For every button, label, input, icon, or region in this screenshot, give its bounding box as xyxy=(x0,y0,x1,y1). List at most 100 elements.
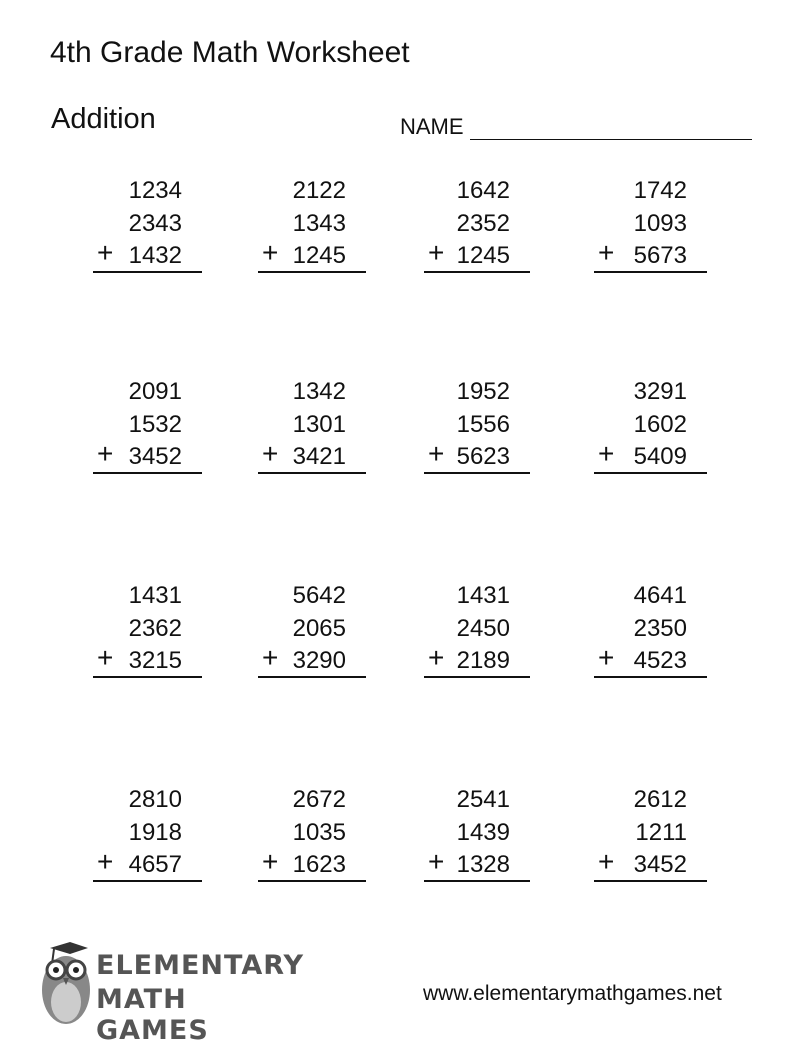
addition-problem: 1642 2352 +1245 xyxy=(424,174,530,273)
plus-sign: + xyxy=(598,642,615,673)
addend-2: 1602 xyxy=(633,411,687,438)
addend-3: 3290 xyxy=(292,647,346,674)
addend-2: 1439 xyxy=(456,819,510,846)
logo-line2: MATH GAMES xyxy=(96,984,209,1046)
addend-3: 3215 xyxy=(128,647,182,674)
addend-2: 2065 xyxy=(292,615,346,642)
addend-1: 1952 xyxy=(456,378,510,405)
addition-problem: 5642 2065 +3290 xyxy=(258,579,366,678)
addend-1: 2122 xyxy=(292,177,346,204)
addend-3: 1432 xyxy=(128,242,182,269)
addition-problem: 1234 2343 +1432 xyxy=(93,174,202,273)
addend-2: 1556 xyxy=(456,411,510,438)
addend-3: 5409 xyxy=(633,443,687,470)
addend-1: 1431 xyxy=(456,582,510,609)
addend-2: 2352 xyxy=(456,210,510,237)
addend-2: 1301 xyxy=(292,411,346,438)
addition-problem: 2541 1439 +1328 xyxy=(424,783,530,882)
plus-sign: + xyxy=(428,237,445,268)
answer-line: +2189 xyxy=(424,642,530,678)
logo: ELEMENTARY MATH GAMES xyxy=(34,940,303,1046)
plus-sign: + xyxy=(428,642,445,673)
answer-line: +4657 xyxy=(93,846,202,882)
addend-3: 5623 xyxy=(456,443,510,470)
answer-line: +3421 xyxy=(258,438,366,474)
addend-1: 1642 xyxy=(456,177,510,204)
addend-1: 2091 xyxy=(128,378,182,405)
addition-problem: 1431 2450 +2189 xyxy=(424,579,530,678)
addition-problem: 2122 1343 +1245 xyxy=(258,174,366,273)
answer-line: +5623 xyxy=(424,438,530,474)
addition-problem: 1952 1556 +5623 xyxy=(424,375,530,474)
addition-problem: 2091 1532 +3452 xyxy=(93,375,202,474)
plus-sign: + xyxy=(262,846,279,877)
addend-2: 1918 xyxy=(128,819,182,846)
plus-sign: + xyxy=(97,846,114,877)
answer-line: +1328 xyxy=(424,846,530,882)
addend-1: 2672 xyxy=(292,786,346,813)
addition-problem: 1431 2362 +3215 xyxy=(93,579,202,678)
plus-sign: + xyxy=(428,846,445,877)
plus-sign: + xyxy=(598,237,615,268)
addend-2: 1343 xyxy=(292,210,346,237)
addend-3: 3421 xyxy=(292,443,346,470)
addend-2: 1035 xyxy=(292,819,346,846)
addend-3: 1623 xyxy=(292,851,346,878)
addition-problem: 2810 1918 +4657 xyxy=(93,783,202,882)
website-link[interactable]: www.elementarymathgames.net xyxy=(423,982,722,1005)
plus-sign: + xyxy=(97,438,114,469)
addend-2: 1532 xyxy=(128,411,182,438)
addition-problem: 2672 1035 +1623 xyxy=(258,783,366,882)
answer-line: +3452 xyxy=(93,438,202,474)
addend-2: 2450 xyxy=(456,615,510,642)
answer-line: +3452 xyxy=(594,846,707,882)
addition-problem: 4641 2350 +4523 xyxy=(594,579,707,678)
answer-line: +5673 xyxy=(594,237,707,273)
addend-3: 1245 xyxy=(456,242,510,269)
addition-problem: 1342 1301 +3421 xyxy=(258,375,366,474)
page-title: 4th Grade Math Worksheet xyxy=(50,36,410,69)
addend-1: 3291 xyxy=(633,378,687,405)
addend-2: 2362 xyxy=(128,615,182,642)
answer-line: +3290 xyxy=(258,642,366,678)
owl-icon xyxy=(42,942,90,1024)
addend-1: 2612 xyxy=(633,786,687,813)
answer-line: +3215 xyxy=(93,642,202,678)
answer-line: +1245 xyxy=(424,237,530,273)
plus-sign: + xyxy=(428,438,445,469)
plus-sign: + xyxy=(598,438,615,469)
addend-1: 5642 xyxy=(292,582,346,609)
addend-3: 2189 xyxy=(456,647,510,674)
addend-1: 2541 xyxy=(456,786,510,813)
addend-3: 3452 xyxy=(128,443,182,470)
addend-3: 1245 xyxy=(292,242,346,269)
addend-1: 1342 xyxy=(292,378,346,405)
plus-sign: + xyxy=(97,237,114,268)
answer-line: +1623 xyxy=(258,846,366,882)
addend-1: 1742 xyxy=(633,177,687,204)
addend-3: 5673 xyxy=(633,242,687,269)
addend-2: 2350 xyxy=(633,615,687,642)
addend-1: 4641 xyxy=(633,582,687,609)
addend-3: 4657 xyxy=(128,851,182,878)
addition-problem: 2612 1211 +3452 xyxy=(594,783,707,882)
addend-2: 1093 xyxy=(633,210,687,237)
answer-line: +4523 xyxy=(594,642,707,678)
answer-line: +5409 xyxy=(594,438,707,474)
addend-2: 2343 xyxy=(128,210,182,237)
addend-3: 1328 xyxy=(456,851,510,878)
plus-sign: + xyxy=(262,438,279,469)
addend-3: 3452 xyxy=(633,851,687,878)
addition-problem: 1742 1093 +5673 xyxy=(594,174,707,273)
addend-1: 1234 xyxy=(128,177,182,204)
answer-line: +1245 xyxy=(258,237,366,273)
addend-2: 1211 xyxy=(635,819,687,846)
addend-3: 4523 xyxy=(633,647,687,674)
answer-line: +1432 xyxy=(93,237,202,273)
plus-sign: + xyxy=(262,642,279,673)
name-line xyxy=(470,139,752,140)
addend-1: 1431 xyxy=(128,582,182,609)
logo-line1: ELEMENTARY xyxy=(96,950,305,981)
addend-1: 2810 xyxy=(128,786,182,813)
plus-sign: + xyxy=(598,846,615,877)
